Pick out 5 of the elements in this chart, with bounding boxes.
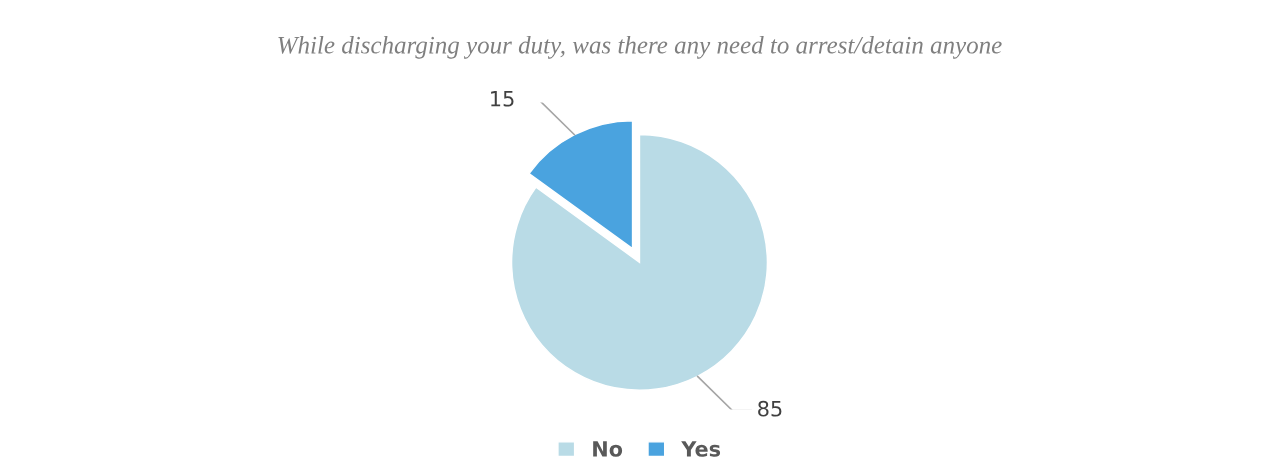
chart-title: While discharging your duty, was there any need to arrest/detain anyone: [278, 36, 1002, 59]
legend-label: No: [593, 441, 623, 457]
data-label: 15: [491, 91, 514, 107]
data-label: 85: [758, 400, 782, 417]
legend-label: Yes: [681, 441, 721, 457]
